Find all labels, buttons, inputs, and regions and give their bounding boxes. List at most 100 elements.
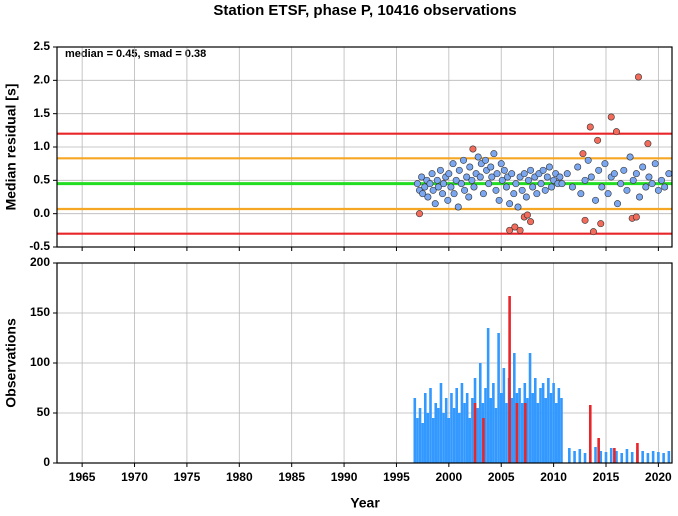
data-point — [476, 173, 484, 181]
data-point — [541, 186, 549, 194]
bar — [539, 388, 542, 463]
bar — [544, 398, 548, 463]
data-point — [537, 180, 545, 188]
bar — [568, 448, 571, 463]
bar — [442, 413, 445, 463]
data-point — [433, 176, 441, 184]
data-point — [654, 186, 662, 194]
data-point — [421, 183, 429, 191]
data-point — [645, 173, 653, 181]
bar — [597, 438, 600, 463]
data-point — [506, 226, 514, 234]
y-tick-label: 0 — [43, 455, 50, 469]
data-point — [419, 190, 427, 198]
data-point — [518, 186, 526, 194]
data-point — [579, 150, 587, 158]
bar — [554, 403, 558, 463]
bar — [573, 451, 576, 463]
x-tick-label: 1975 — [174, 470, 201, 484]
data-point — [665, 170, 673, 178]
chart-title: Station ETSF, phase P, 10416 observation… — [213, 2, 516, 19]
data-point — [539, 166, 547, 174]
bar — [489, 398, 493, 463]
annotation: median = 0.45, smad = 0.38 — [65, 48, 206, 60]
y-tick-label: 0.0 — [33, 206, 50, 220]
data-point — [434, 183, 442, 191]
bar — [549, 393, 553, 463]
data-point — [632, 213, 640, 221]
data-point — [589, 228, 597, 236]
data-point — [492, 186, 500, 194]
bar — [476, 408, 479, 463]
bar — [421, 423, 424, 463]
bar — [578, 449, 582, 463]
y-tick-label: 1.0 — [33, 139, 50, 153]
data-point — [466, 163, 474, 171]
bar — [528, 353, 532, 463]
data-point — [452, 176, 460, 184]
x-axis-label: Year — [350, 495, 380, 511]
bar — [557, 388, 561, 463]
x-tick-label: 2015 — [593, 470, 620, 484]
x-tick-label: 2005 — [488, 470, 515, 484]
data-point — [523, 211, 531, 219]
data-point — [508, 170, 516, 178]
y-tick-label: 1.5 — [33, 106, 50, 120]
bar — [426, 413, 430, 463]
data-point — [439, 190, 447, 198]
data-point — [634, 73, 642, 81]
data-point — [468, 176, 476, 184]
data-point — [598, 183, 606, 191]
bar — [651, 451, 655, 463]
y-axis-label: Observations — [3, 318, 19, 408]
bar — [460, 383, 464, 463]
data-point — [413, 180, 421, 188]
data-point — [595, 166, 603, 174]
data-point — [612, 128, 620, 136]
data-point — [495, 196, 503, 204]
bar — [630, 452, 634, 463]
data-point — [632, 170, 640, 178]
data-point — [418, 173, 426, 181]
x-tick-label: 1970 — [121, 470, 148, 484]
data-point — [431, 200, 439, 208]
data-point — [454, 203, 462, 211]
data-point — [479, 190, 487, 198]
bar — [594, 447, 597, 463]
data-point — [498, 176, 506, 184]
bar — [510, 398, 514, 463]
bar — [439, 383, 443, 463]
data-point — [426, 180, 434, 188]
data-point — [510, 190, 518, 198]
bar — [613, 448, 616, 463]
bar — [455, 388, 458, 463]
data-point — [429, 186, 437, 194]
y-tick-label: 0.5 — [33, 173, 50, 187]
data-point — [527, 166, 535, 174]
data-point — [648, 180, 656, 188]
data-point — [604, 190, 612, 198]
bar — [615, 451, 618, 463]
data-point — [548, 183, 556, 191]
bar — [609, 448, 613, 463]
bar — [494, 408, 498, 463]
data-point — [440, 180, 448, 188]
data-point — [474, 153, 482, 161]
data-point — [520, 170, 528, 178]
data-point — [497, 160, 505, 168]
data-point — [644, 140, 652, 148]
plot-frame — [56, 46, 673, 248]
bar — [423, 393, 427, 463]
data-point — [490, 150, 498, 158]
data-point — [502, 183, 510, 191]
data-point — [626, 153, 634, 161]
data-point — [636, 193, 644, 201]
bar — [524, 403, 527, 463]
data-point — [512, 180, 520, 188]
data-point — [527, 218, 535, 226]
bar — [520, 403, 524, 463]
y-tick-label: -0.5 — [29, 239, 50, 253]
bar — [463, 403, 466, 463]
data-point — [629, 176, 637, 184]
